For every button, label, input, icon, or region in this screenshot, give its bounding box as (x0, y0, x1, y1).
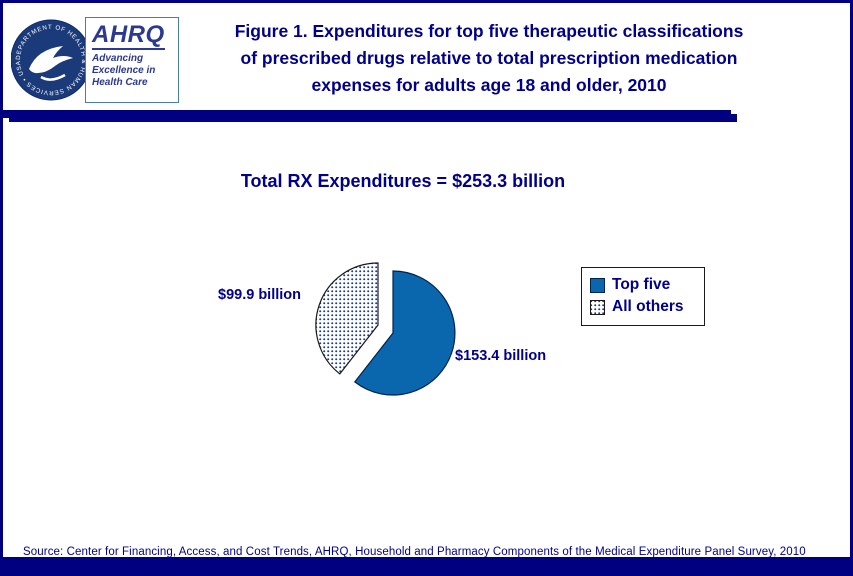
legend-swatch-solid-icon (590, 277, 605, 293)
legend-item-all-others: All others (590, 296, 696, 318)
ahrq-tagline: Advancing Excellence in Health Care (92, 53, 174, 88)
legend-swatch-dotted-icon (590, 299, 605, 315)
ahrq-wordmark: AHRQ (92, 22, 165, 51)
figure-title-line: expenses for adults age 18 and older, 20… (311, 75, 667, 95)
legend-label: Top five (612, 276, 671, 293)
figure-title-line: of prescribed drugs relative to total pr… (240, 48, 738, 68)
pie-slice-all-others (315, 262, 379, 375)
figure-title: Figure 1. Expenditures for top five ther… (181, 18, 797, 99)
pie-chart (315, 262, 456, 396)
pie-slice-top-five (353, 270, 456, 396)
source-note: Source: Center for Financing, Access, an… (23, 546, 806, 558)
logo-area: DEPARTMENT OF HEALTH & HUMAN SERVICES • … (11, 11, 181, 105)
chart-legend: Top five All others (581, 267, 705, 326)
pie-label-top-five: $153.4 billion (455, 348, 547, 364)
ahrq-tagline-line: Excellence in (92, 64, 156, 76)
header-divider-bar (3, 110, 731, 118)
ahrq-tagline-line: Health Care (92, 76, 148, 88)
pie-label-all-others: $99.9 billion (218, 287, 301, 303)
legend-item-top-five: Top five (590, 274, 696, 296)
ahrq-tagline-line: Advancing (92, 53, 144, 65)
legend-label: All others (612, 298, 684, 315)
ahrq-logo: AHRQ Advancing Excellence in Health Care (85, 17, 179, 103)
hhs-seal-icon: DEPARTMENT OF HEALTH & HUMAN SERVICES • … (11, 19, 91, 101)
bottom-accent-bar (3, 557, 850, 573)
chart-total-label: Total RX Expenditures = $253.3 billion (240, 171, 566, 191)
eagle-icon (29, 46, 73, 74)
figure-title-line: Figure 1. Expenditures for top five ther… (234, 21, 744, 41)
